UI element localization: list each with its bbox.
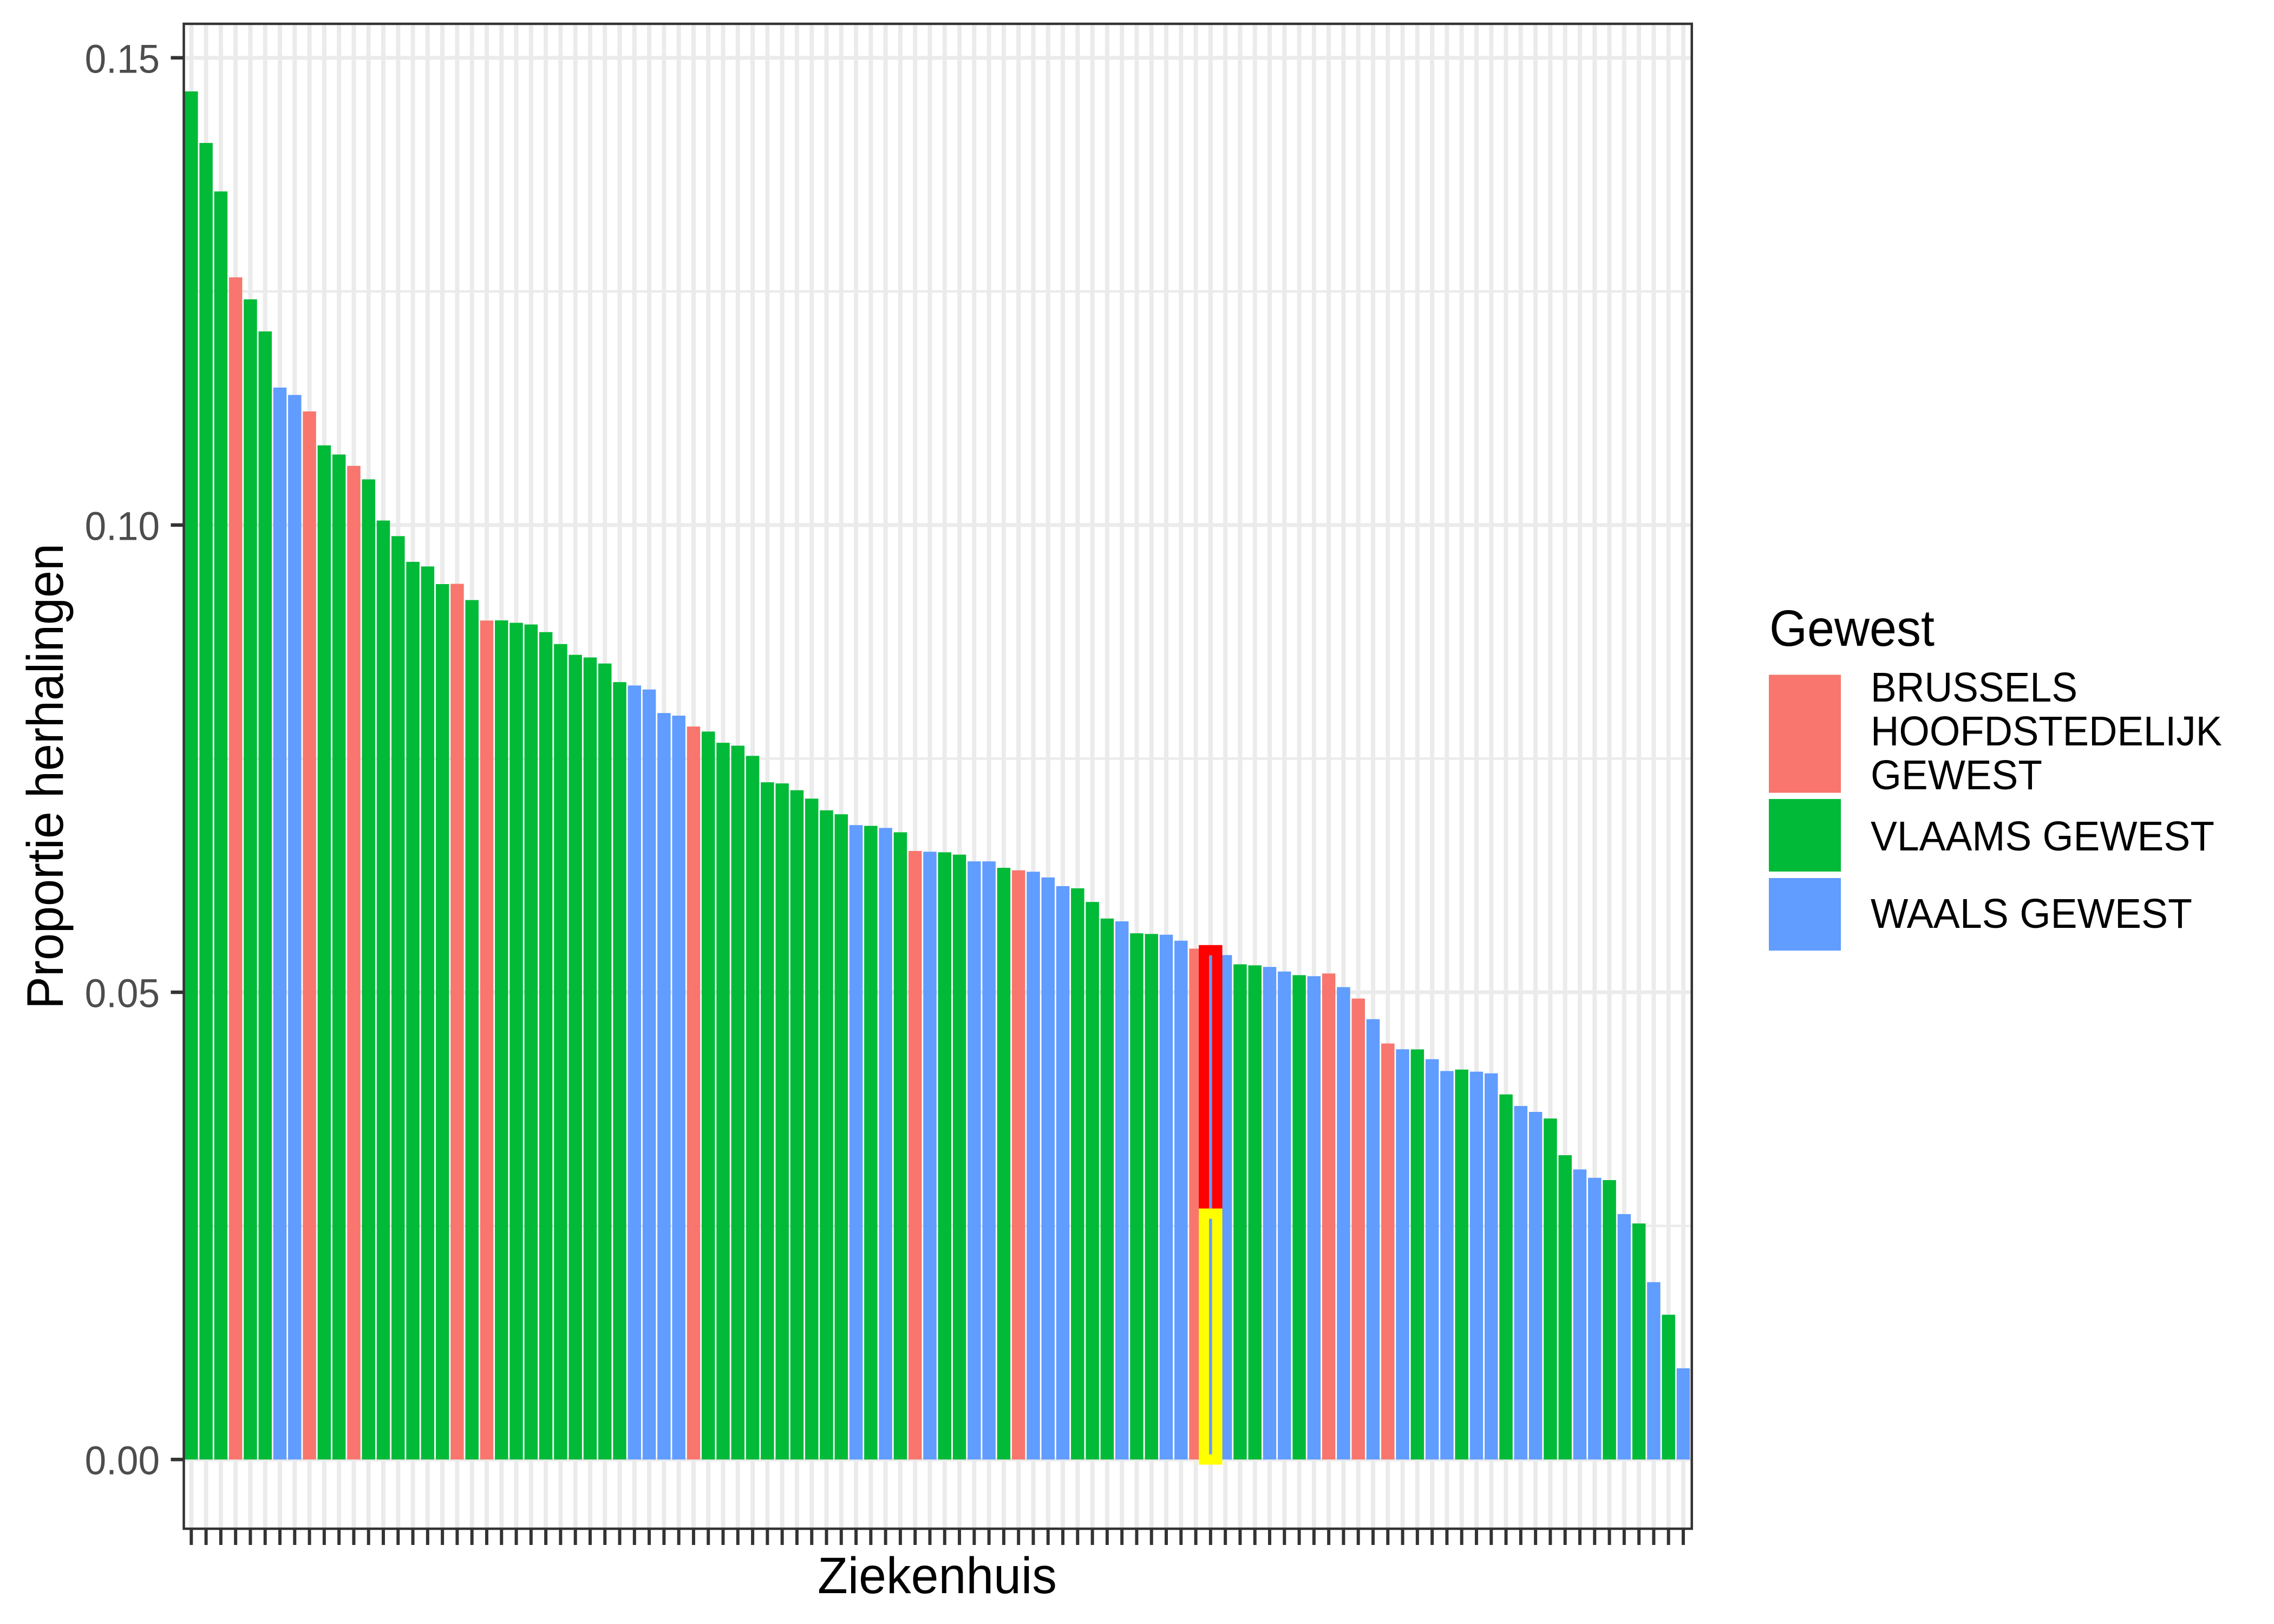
svg-text:0.05: 0.05 bbox=[85, 971, 160, 1016]
svg-text:Ziekenhuis: Ziekenhuis bbox=[818, 1547, 1057, 1605]
svg-text:BRUSSELS: BRUSSELS bbox=[1871, 664, 2077, 711]
svg-text:0.10: 0.10 bbox=[85, 503, 160, 548]
svg-text:GEWEST: GEWEST bbox=[1871, 752, 2042, 798]
svg-text:0.00: 0.00 bbox=[85, 1438, 160, 1483]
svg-text:VLAAMS GEWEST: VLAAMS GEWEST bbox=[1871, 813, 2214, 860]
svg-text:HOOFDSTEDELIJK: HOOFDSTEDELIJK bbox=[1871, 708, 2222, 755]
svg-text:WAALS GEWEST: WAALS GEWEST bbox=[1871, 890, 2192, 937]
svg-text:Proportie herhalingen: Proportie herhalingen bbox=[17, 543, 74, 1009]
svg-text:0.15: 0.15 bbox=[85, 36, 160, 81]
svg-text:Gewest: Gewest bbox=[1769, 600, 1935, 657]
